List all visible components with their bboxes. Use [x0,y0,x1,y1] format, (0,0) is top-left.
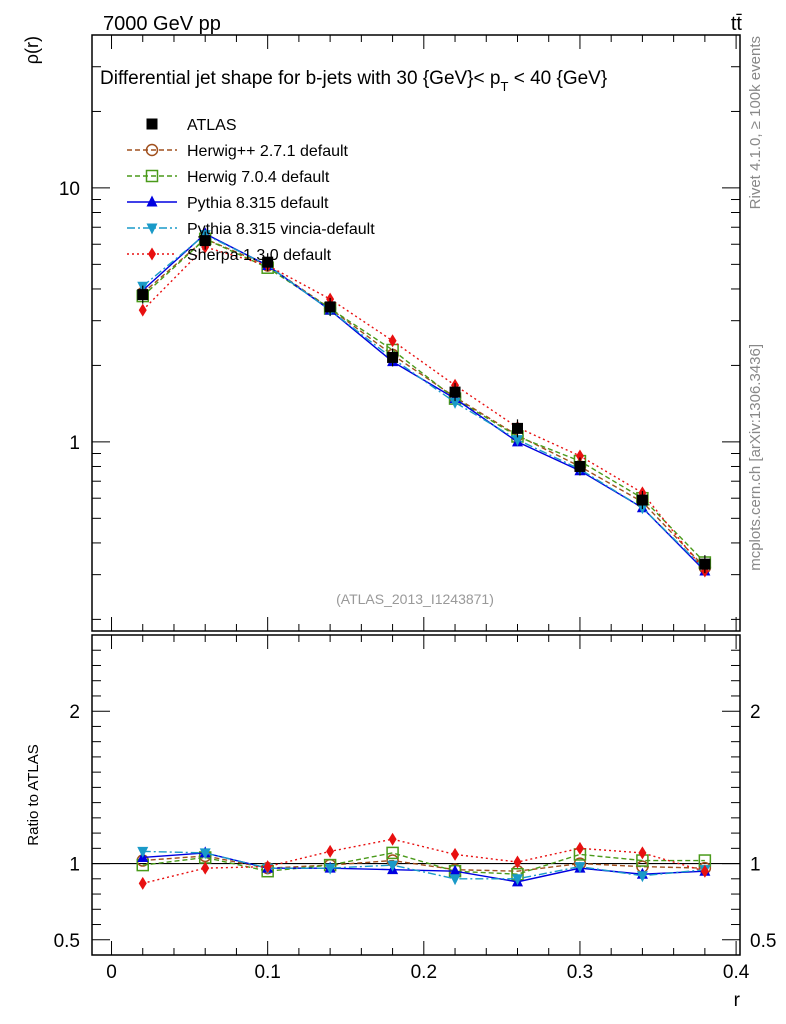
legend-marker [145,143,159,157]
series-line [142,246,706,572]
ratio-point [513,855,522,869]
legend-label: Sherpa 1.3.0 default [187,247,332,264]
ratio-point [575,841,584,855]
ratio-axis-label: Ratio to ATLAS [25,744,42,845]
ratio-tick-label-right: 1 [750,855,761,876]
atlas-data-point [511,422,523,434]
atlas-data-point [449,386,461,398]
ratio-point [137,846,149,858]
ratio-line [142,852,705,883]
rivet-label: Rivet 4.1.0, ≥ 100k events [747,36,764,209]
ratio-point [451,847,460,861]
y-tick-label: 1 [69,433,80,454]
axis-ticks: 0 0.1 0.2 0.3 0.4 1 10 0.5 0.5 1 1 2 2 [54,34,776,983]
atlas-data-point [387,351,399,363]
ratio-tick-label-right: 2 [750,702,761,723]
y-axis-label: ρ(r) [22,36,42,64]
legend-marker [146,195,158,207]
ratio-point [388,832,397,846]
ratio-point [636,871,648,883]
legend-marker [146,223,158,235]
series-line [142,232,706,572]
series-line [142,238,706,563]
ratio-point [511,874,523,886]
legend-label: ATLAS [187,117,237,134]
x-tick-label: 0.3 [567,962,593,983]
ratio-tick-label: 0.5 [54,931,80,952]
ratio-point [638,846,647,860]
ratio-point [138,876,147,890]
atlas-data-point [262,256,274,268]
data-point [511,435,523,447]
ratio-tick-label: 2 [69,702,80,723]
ratio-point [263,860,272,874]
legend-label: Pythia 8.315 vincia-default [187,221,375,238]
ratio-point [700,864,709,878]
series-line [142,238,706,569]
energy-label: 7000 GeV pp [103,13,221,35]
analysis-tag: (ATLAS_2013_I1243871) [336,591,494,607]
x-axis-label: r [734,990,741,1011]
series-layer [136,227,712,578]
x-tick-label: 0.1 [254,962,280,983]
process-label: tt̄ [731,13,743,35]
ratio-line [142,838,706,885]
ratio-tick-label-right: 0.5 [750,931,776,952]
ratio-line [142,855,705,872]
ratio-point [449,864,461,876]
atlas-data-point [137,289,149,301]
y-tick-label: 10 [59,179,80,200]
x-tick-label: 0.2 [411,962,437,983]
series-line [142,233,706,570]
ratio-point [574,862,586,874]
legend-marker [145,169,159,183]
ratio-point [449,874,461,886]
data-point [449,397,461,409]
main-panel-frame [91,34,741,632]
data-point [138,303,147,317]
ratio-series-layer [136,832,712,890]
x-tick-label: 0.4 [723,962,750,983]
mcplots-label: mcplots.cern.ch [arXiv:1306.3436] [747,344,764,571]
ratio-point [387,860,399,872]
x-tick-label: 0 [106,962,117,983]
chart-title: Differential jet shape for b-jets with 3… [100,68,607,94]
legend-label: Pythia 8.315 default [187,195,329,212]
legend-marker [148,247,156,261]
data-point [575,449,584,463]
legend-label: Herwig++ 2.7.1 default [187,143,349,160]
ratio-panel-frame [91,634,741,956]
legend-label: Herwig 7.0.4 default [187,169,330,186]
atlas-data-point [199,235,211,247]
ratio-line [142,850,705,880]
data-point [388,334,397,348]
ratio-point [199,848,211,860]
atlas-data-point [574,460,586,472]
ratio-point [324,863,336,875]
legend-marker [146,118,158,130]
atlas-data-point [324,301,336,313]
ratio-point [386,846,399,860]
legend: ATLAS Herwig++ 2.7.1 default Herwig 7.0.4 … [127,117,375,264]
ratio-point [201,861,210,875]
atlas-data-point [636,494,648,506]
atlas-data-point [699,558,711,570]
ratio-tick-label: 1 [69,855,80,876]
ratio-point [326,844,335,858]
